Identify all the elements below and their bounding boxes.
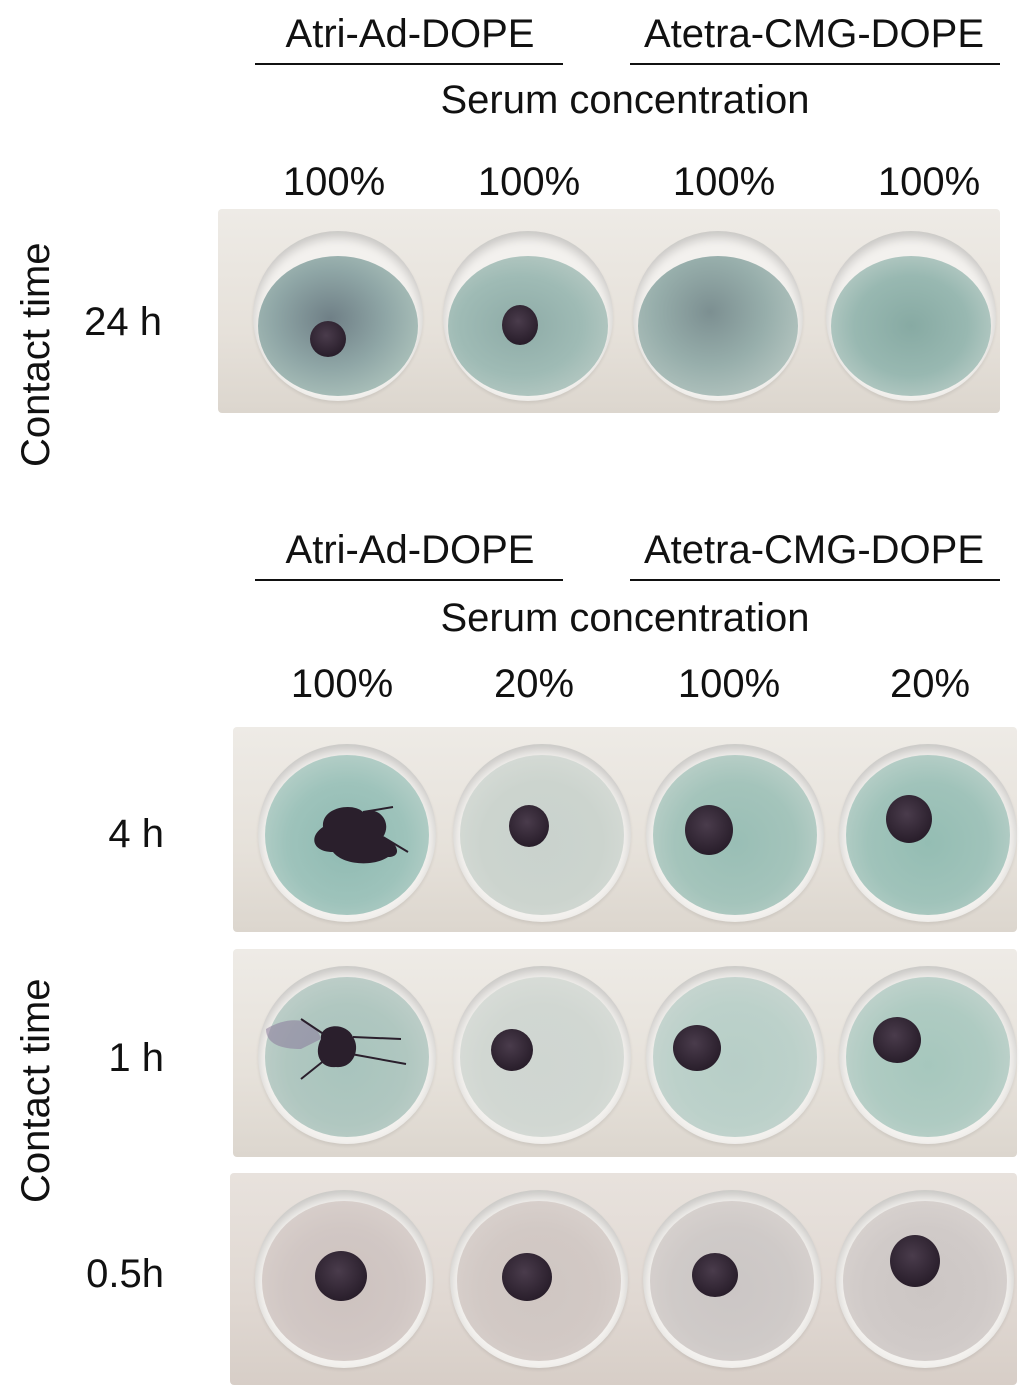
clot-1h-3 — [673, 1025, 721, 1071]
column-label-top-2: 100% — [477, 160, 581, 204]
column-label-bottom-1: 100% — [290, 662, 394, 706]
serum-axis-label-top: Serum concentration — [440, 78, 810, 122]
column-label-bottom-4: 20% — [889, 662, 971, 706]
clot-4h-2 — [509, 805, 549, 847]
group-label-atetra-cmg-dope-bottom: Atetra-CMG-DOPE — [643, 528, 985, 572]
group-label-atri-ad-dope-top: Atri-Ad-DOPE — [285, 12, 535, 56]
clot-24h-1 — [310, 321, 346, 357]
photo-plate-24h — [218, 209, 1000, 413]
clot-0-5h-4 — [890, 1235, 940, 1287]
clot-0-5h-3 — [692, 1253, 738, 1297]
contact-time-label-bottom: Contact time — [14, 978, 58, 1203]
clot-1h-1 — [266, 1018, 407, 1080]
group-rule-left-top — [255, 63, 563, 65]
serum-axis-label-bottom: Serum concentration — [440, 596, 810, 640]
group-label-atetra-cmg-dope-top: Atetra-CMG-DOPE — [643, 12, 985, 56]
row-label-0-5h: 0.5h — [86, 1252, 164, 1296]
row-label-24h: 24 h — [84, 300, 162, 344]
photo-plate-0-5h — [230, 1173, 1017, 1385]
column-label-top-3: 100% — [672, 160, 776, 204]
group-rule-right-top — [630, 63, 1000, 65]
photo-plate-1h — [233, 949, 1017, 1157]
clot-4h-1 — [314, 806, 409, 864]
clot-24h-2 — [502, 305, 538, 345]
group-label-atri-ad-dope-bottom: Atri-Ad-DOPE — [285, 528, 535, 572]
row-label-4h: 4 h — [108, 812, 164, 856]
column-label-top-4: 100% — [877, 160, 981, 204]
row-label-1h: 1 h — [108, 1036, 164, 1080]
column-label-bottom-2: 20% — [493, 662, 575, 706]
clot-1h-4 — [873, 1017, 921, 1063]
photo-plate-4h — [233, 727, 1017, 932]
column-label-bottom-3: 100% — [677, 662, 781, 706]
column-label-top-1: 100% — [282, 160, 386, 204]
clot-4h-3 — [685, 805, 733, 855]
clot-1h-2 — [491, 1029, 533, 1071]
clot-0-5h-1 — [315, 1251, 367, 1301]
group-rule-left-bottom — [255, 579, 563, 581]
contact-time-label-top: Contact time — [14, 242, 58, 467]
group-rule-right-bottom — [630, 579, 1000, 581]
clot-0-5h-2 — [502, 1253, 552, 1301]
clot-4h-4 — [886, 795, 932, 843]
